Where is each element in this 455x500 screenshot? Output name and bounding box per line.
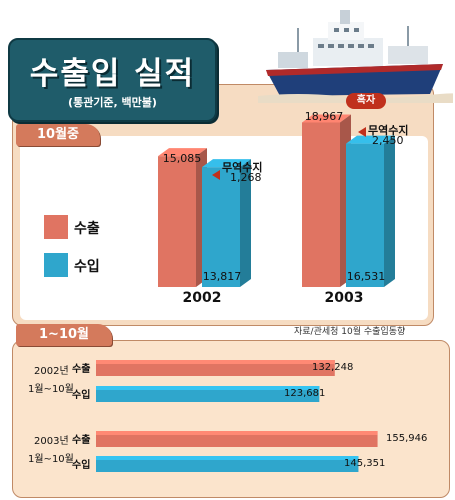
data-label-2002-import: 13,817 <box>202 270 242 283</box>
series-label-2002-import: 수입 <box>72 390 91 401</box>
balance-label-2002: 무역수지 <box>222 161 263 174</box>
series-label-2002-export: 수출 <box>72 364 91 375</box>
hbar-value-2003-export: 155,946 <box>386 433 428 444</box>
monthly-tab: 10월중 <box>16 124 100 146</box>
title-box: 수출입 실적 (통관기준, 백만불) <box>8 38 217 122</box>
period-2003-line1: 2003년 <box>34 436 69 447</box>
period-2002-line2: 1월~10월 <box>28 384 74 395</box>
category-label-2002: 2002 <box>182 290 222 306</box>
balance-arrow-2003 <box>358 127 366 137</box>
cumulative-tab: 1~10월 <box>16 324 112 346</box>
hbar-2002-import <box>96 386 320 402</box>
legend-swatch-export <box>44 215 68 239</box>
cargo-ship-illustration <box>258 10 453 103</box>
balance-arrow-2002 <box>212 170 220 180</box>
bar-2002-export <box>158 148 207 287</box>
data-label-2002-export: 15,085 <box>162 152 202 165</box>
hbar-2002-export <box>96 360 335 376</box>
bar-2003-import <box>346 135 395 287</box>
balance-value-2002: 1,268 <box>230 171 262 184</box>
hbar-value-2002-import: 123,681 <box>284 388 326 399</box>
hbar-value-2003-import: 145,351 <box>344 458 386 469</box>
bar-2002-import <box>202 159 251 287</box>
legend-swatch-import <box>44 253 68 277</box>
hbar-value-2002-export: 132,248 <box>312 362 354 373</box>
source-note: 자료/관세청 10월 수출입동향 <box>294 327 406 337</box>
surplus-badge: 흑자 <box>346 93 386 109</box>
hbar-2003-export <box>96 431 378 447</box>
category-label-2003: 2003 <box>324 290 364 306</box>
data-label-2003-export: 18,967 <box>304 110 344 123</box>
series-label-2003-import: 수입 <box>72 460 91 471</box>
legend-label-export: 수출 <box>74 221 100 237</box>
balance-label-2003: 무역수지 <box>368 124 409 137</box>
period-2002-line1: 2002년 <box>34 366 69 377</box>
page-title: 수출입 실적 <box>29 56 196 92</box>
period-2003-line2: 1월~10월 <box>28 454 74 465</box>
page-subtitle: (통관기준, 백만불) <box>68 96 157 109</box>
series-label-2003-export: 수출 <box>72 435 91 446</box>
data-label-2003-import: 16,531 <box>346 270 386 283</box>
hbar-2003-import <box>96 456 359 472</box>
monthly-bar-chart <box>158 114 395 288</box>
legend-label-import: 수입 <box>74 259 100 275</box>
balance-value-2003: 2,450 <box>372 134 404 147</box>
legend: 수출 수입 <box>36 205 116 291</box>
